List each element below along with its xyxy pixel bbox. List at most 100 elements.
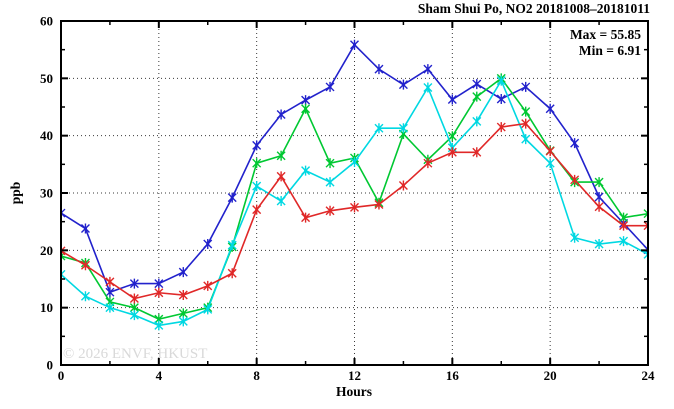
cyan-marker-center <box>353 160 356 164</box>
x-tick-label: 0 <box>58 368 65 383</box>
cyan-marker <box>61 269 66 280</box>
x-tick-label: 16 <box>446 368 460 383</box>
blue-marker-center <box>353 43 356 47</box>
watermark: © 2026 ENVF, HKUST <box>63 346 207 362</box>
green-marker <box>643 208 648 219</box>
blue-marker-center <box>377 67 381 71</box>
cyan-marker-center <box>108 306 112 310</box>
red-marker-center <box>548 149 552 153</box>
green-marker-center <box>328 161 332 165</box>
red-marker-center <box>255 208 259 212</box>
y-tick-label: 0 <box>47 358 54 373</box>
x-tick-label: 12 <box>348 368 361 383</box>
blue-marker-center <box>108 290 112 294</box>
cyan-marker-center <box>573 236 577 240</box>
red-marker-center <box>181 293 185 297</box>
green-marker-center <box>181 311 185 315</box>
blue-marker-center <box>597 195 601 199</box>
red-marker-center <box>206 284 210 288</box>
red-marker-center <box>597 205 601 209</box>
blue-marker-center <box>279 112 283 116</box>
blue-marker-center <box>132 282 136 286</box>
red-marker-center <box>573 178 577 182</box>
min-annotation: Min = 6.91 <box>579 43 641 58</box>
cyan-marker-center <box>206 307 210 311</box>
y-tick-label: 20 <box>40 243 53 258</box>
red-marker-center <box>524 122 528 126</box>
cyan-marker-center <box>181 319 185 323</box>
blue-marker-center <box>475 82 479 86</box>
green-marker-center <box>475 95 479 99</box>
green-marker-center <box>304 107 308 111</box>
cyan-marker-center <box>230 243 234 247</box>
green-marker-center <box>157 317 161 321</box>
axes-and-ticks <box>60 20 649 366</box>
red-marker-center <box>401 184 405 188</box>
cyan-marker-center <box>597 242 601 246</box>
y-tick-label: 10 <box>40 300 53 315</box>
y-tick-label: 30 <box>40 186 53 201</box>
red-marker-center <box>83 263 87 267</box>
green-marker-center <box>450 134 454 138</box>
series-green <box>61 73 648 325</box>
cyan-marker-center <box>401 126 405 130</box>
blue-marker-center <box>83 227 87 231</box>
red-marker-center <box>353 205 356 209</box>
series-blue <box>61 39 648 298</box>
y-tick-label: 40 <box>40 128 53 143</box>
blue-marker-center <box>499 97 503 101</box>
x-tick-label: 20 <box>544 368 557 383</box>
blue-marker-center <box>524 85 528 89</box>
green-marker-center <box>622 216 626 220</box>
red-marker-center <box>279 174 283 178</box>
cyan-marker-center <box>279 199 283 203</box>
blue-marker-center <box>181 270 185 274</box>
cyan-marker-center <box>524 137 528 141</box>
x-tick-labels: 0 4 8 12 16 20 24 <box>58 368 655 383</box>
series-red <box>61 118 648 304</box>
green-marker-center <box>597 180 601 184</box>
blue-marker <box>61 208 66 219</box>
x-tick-label: 4 <box>156 368 163 383</box>
cyan-marker-center <box>622 239 626 243</box>
blue-marker-center <box>206 242 210 246</box>
cyan-marker-center <box>475 119 479 123</box>
blue-marker-center <box>230 196 234 200</box>
blue-marker-center <box>328 85 332 89</box>
green-marker-center <box>132 306 136 310</box>
blue-marker-center <box>548 107 552 111</box>
y-tick-label: 60 <box>40 14 53 29</box>
y-tick-labels: 0 10 20 30 40 50 60 <box>40 14 53 373</box>
chart-title: Sham Shui Po, NO2 20181008–20181011 <box>418 1 650 16</box>
x-tick-label: 8 <box>253 368 260 383</box>
blue-marker-center <box>401 83 405 87</box>
green-marker-center <box>255 161 259 165</box>
green-marker-center <box>279 154 283 158</box>
red-marker <box>61 245 66 256</box>
red-marker-center <box>450 150 454 154</box>
blue-marker-center <box>157 282 161 286</box>
series-cyan <box>61 75 648 331</box>
blue-marker-center <box>450 98 454 102</box>
red-marker-center <box>230 271 234 275</box>
blue-marker-center <box>426 67 430 71</box>
cyan-marker <box>643 249 648 260</box>
cyan-marker-center <box>426 86 430 90</box>
red-marker-center <box>328 209 332 213</box>
blue-marker-center <box>255 143 259 147</box>
cyan-marker-center <box>548 161 552 165</box>
red-marker-center <box>108 280 112 284</box>
green-marker-center <box>524 110 528 114</box>
cyan-marker-center <box>83 294 87 298</box>
x-tick-label: 24 <box>642 368 656 383</box>
red-marker-center <box>499 125 503 129</box>
y-tick-label: 50 <box>40 71 53 86</box>
green-marker-center <box>108 300 112 304</box>
gridlines <box>61 21 648 365</box>
cyan-marker-center <box>157 323 161 327</box>
cyan-marker-center <box>304 169 308 173</box>
red-marker-center <box>304 216 308 220</box>
red-marker-center <box>426 161 430 165</box>
